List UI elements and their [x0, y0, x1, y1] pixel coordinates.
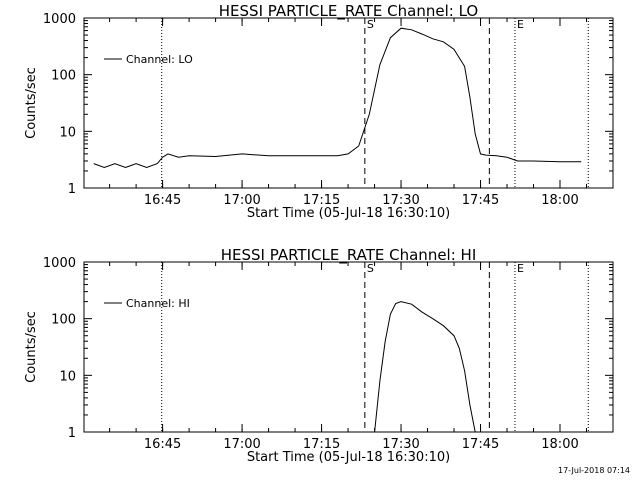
y-tick-label: 10 [59, 369, 76, 384]
event-marker-label: E [517, 262, 524, 275]
x-axis-label: Start Time (05-Jul-18 16:30:10) [247, 206, 450, 221]
x-tick-label: 17:15 [303, 437, 340, 452]
series-line [374, 301, 476, 433]
x-tick-label: 17:30 [382, 437, 419, 452]
plot-frame [83, 261, 614, 433]
x-tick-label: 16:45 [144, 437, 181, 452]
x-tick-label: 17:00 [223, 437, 260, 452]
x-tick-label: 18:00 [541, 193, 578, 208]
y-tick-label: 1000 [43, 12, 76, 27]
chart-title: HESSI PARTICLE_RATE Channel: LO [219, 2, 478, 21]
event-marker-label: E [517, 18, 524, 31]
x-tick-label: 17:15 [303, 193, 340, 208]
series-line [93, 27, 582, 169]
y-axis-label: Counts/sec [24, 67, 39, 139]
x-tick-label: 17:30 [382, 193, 419, 208]
y-tick-label: 10 [59, 125, 76, 140]
y-axis-label: Counts/sec [24, 311, 39, 383]
legend-label: Channel: LO [126, 53, 193, 66]
y-tick-label: 1000 [43, 256, 76, 271]
event-marker-label: S [367, 18, 374, 31]
legend-label: Channel: HI [126, 297, 190, 310]
y-tick-label: 100 [51, 69, 76, 84]
x-axis-label: Start Time (05-Jul-18 16:30:10) [247, 450, 450, 465]
event-marker-label: S [367, 262, 374, 275]
y-tick-label: 1 [68, 182, 76, 197]
chart-title: HESSI PARTICLE_RATE Channel: HI [221, 246, 477, 265]
x-tick-label: 16:45 [144, 193, 181, 208]
x-tick-label: 17:45 [462, 193, 499, 208]
x-tick-label: 17:45 [462, 437, 499, 452]
y-tick-label: 1 [68, 426, 76, 441]
x-tick-label: 17:00 [223, 193, 260, 208]
y-tick-label: 100 [51, 313, 76, 328]
x-tick-label: 18:00 [541, 437, 578, 452]
plot-frame [83, 17, 614, 189]
timestamp: 17-Jul-2018 07:14 [558, 466, 631, 475]
